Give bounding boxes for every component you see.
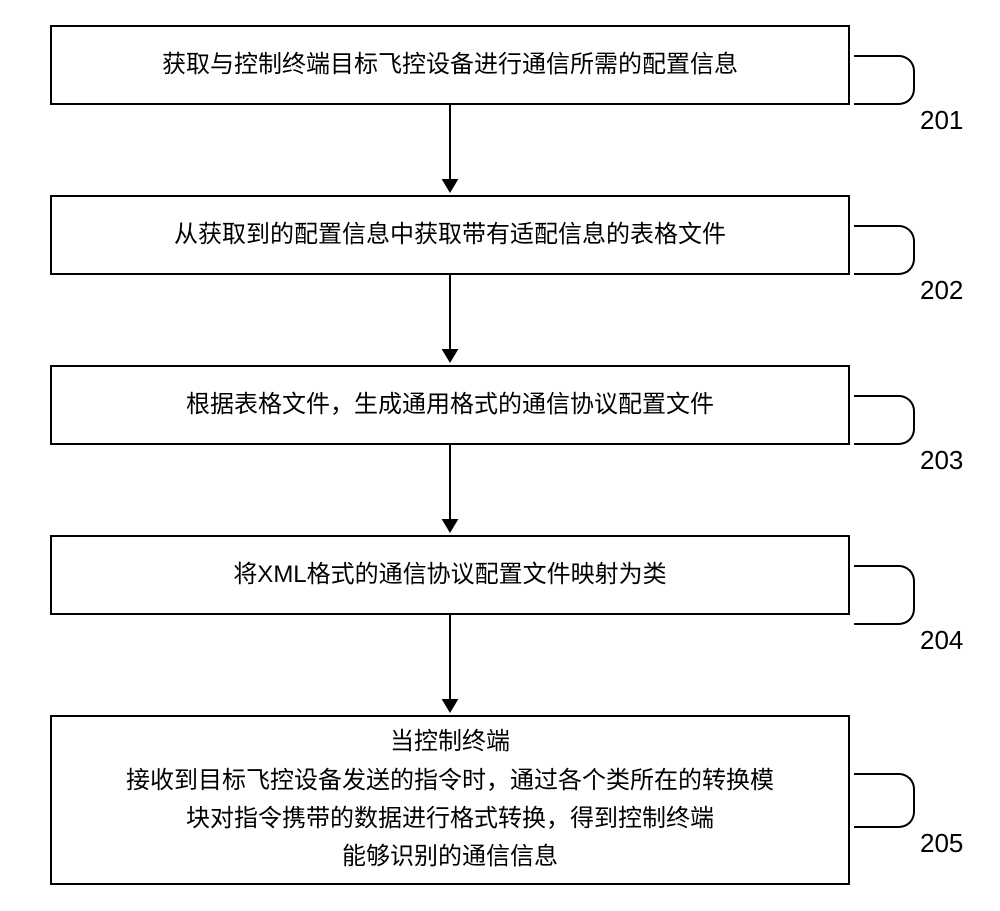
step-label-205: 205: [920, 828, 963, 859]
step-label-204: 204: [920, 625, 963, 656]
flow-step-201: 获取与控制终端目标飞控设备进行通信所需的配置信息: [50, 25, 850, 105]
flow-arrow-3: [430, 445, 470, 533]
flowchart-canvas: 获取与控制终端目标飞控设备进行通信所需的配置信息 201 从获取到的配置信息中获取带…: [0, 0, 1000, 911]
connector-202: [854, 225, 915, 275]
step-label-202: 202: [920, 275, 963, 306]
flow-step-202: 从获取到的配置信息中获取带有适配信息的表格文件: [50, 195, 850, 275]
flow-step-text: 根据表格文件，生成通用格式的通信协议配置文件: [186, 386, 714, 424]
flow-step-203: 根据表格文件，生成通用格式的通信协议配置文件: [50, 365, 850, 445]
flow-step-205: 当控制终端 接收到目标飞控设备发送的指令时，通过各个类所在的转换模 块对指令携带…: [50, 715, 850, 885]
flow-step-text: 从获取到的配置信息中获取带有适配信息的表格文件: [174, 216, 726, 254]
flow-step-text: 当控制终端 接收到目标飞控设备发送的指令时，通过各个类所在的转换模 块对指令携带…: [126, 723, 774, 877]
step-label-201: 201: [920, 105, 963, 136]
connector-205: [854, 773, 915, 828]
flow-arrow-4: [430, 615, 470, 713]
flow-arrow-1: [430, 105, 470, 193]
connector-204: [854, 565, 915, 625]
step-label-203: 203: [920, 445, 963, 476]
flow-arrow-2: [430, 275, 470, 363]
connector-203: [854, 395, 915, 445]
flow-step-text: 获取与控制终端目标飞控设备进行通信所需的配置信息: [162, 46, 738, 84]
connector-201: [854, 55, 915, 105]
flow-step-text: 将XML格式的通信协议配置文件映射为类: [233, 556, 666, 594]
flow-step-204: 将XML格式的通信协议配置文件映射为类: [50, 535, 850, 615]
